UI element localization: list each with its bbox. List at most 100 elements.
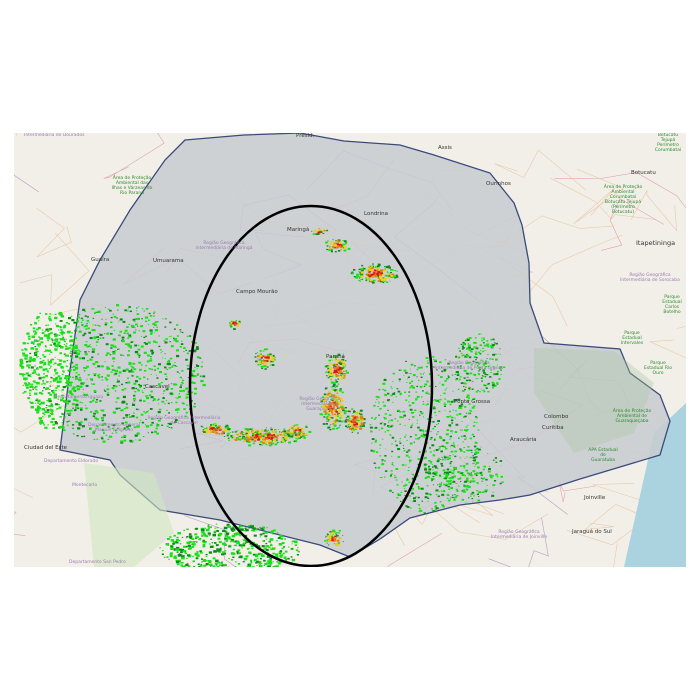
radar-echo (57, 398, 60, 400)
radar-echo (75, 421, 78, 423)
radar-echo (255, 353, 257, 355)
radar-echo (493, 368, 495, 370)
radar-echo (60, 399, 63, 402)
radar-echo (482, 363, 485, 365)
radar-echo (244, 555, 247, 557)
radar-echo (272, 561, 274, 563)
radar-echo (140, 336, 143, 337)
radar-echo (434, 502, 437, 504)
radar-echo (332, 370, 335, 373)
radar-echo (185, 537, 188, 539)
radar-echo (37, 343, 41, 346)
radar-echo (237, 540, 240, 542)
radar-echo (484, 373, 487, 376)
radar-echo (446, 483, 448, 485)
radar-echo (175, 540, 177, 542)
radar-echo (36, 350, 39, 353)
radar-map[interactable]: Intermediária de Dourados Maringá Londri… (14, 133, 686, 567)
radar-echo (329, 243, 332, 246)
radar-echo (181, 554, 183, 556)
radar-echo (387, 392, 390, 395)
radar-echo (84, 344, 88, 347)
radar-echo (304, 433, 308, 436)
radar-echo (231, 530, 233, 532)
radar-echo (490, 476, 493, 479)
radar-echo (338, 414, 341, 416)
radar-echo (265, 430, 268, 433)
radar-echo (221, 553, 224, 556)
radar-echo (259, 533, 263, 536)
radar-echo (236, 526, 240, 529)
radar-echo (340, 420, 344, 423)
radar-echo (43, 334, 48, 337)
radar-echo (454, 455, 457, 458)
road (387, 532, 443, 567)
radar-echo (459, 429, 462, 431)
radar-echo (253, 430, 256, 433)
radar-echo (94, 311, 97, 314)
radar-echo (399, 440, 401, 442)
radar-echo (78, 314, 81, 315)
radar-echo (336, 419, 338, 421)
radar-echo (30, 366, 34, 369)
radar-echo (466, 396, 469, 398)
radar-echo (340, 249, 342, 251)
radar-echo (327, 417, 331, 420)
radar-echo (469, 362, 471, 364)
radar-echo (248, 551, 251, 554)
radar-echo (199, 537, 202, 540)
radar-echo (293, 540, 298, 544)
radar-echo (336, 422, 338, 423)
radar-echo (433, 366, 435, 368)
radar-echo (359, 271, 362, 274)
radar-echo (179, 346, 182, 348)
radar-echo (342, 541, 344, 543)
radar-echo (254, 554, 259, 558)
radar-echo (329, 377, 333, 380)
radar-echo (278, 434, 281, 436)
radar-echo (61, 337, 65, 340)
radar-echo (337, 397, 339, 399)
radar-echo (410, 368, 412, 370)
radar-echo (334, 381, 337, 384)
radar-echo (368, 281, 371, 283)
radar-echo (338, 426, 340, 428)
radar-echo (465, 469, 468, 472)
radar-echo (262, 528, 264, 531)
radar-echo (272, 361, 274, 363)
radar-echo (334, 363, 337, 366)
radar-echo (383, 417, 385, 418)
radar-echo (227, 536, 231, 539)
radar-echo (435, 474, 438, 476)
radar-echo (85, 328, 88, 330)
radar-echo (63, 324, 67, 327)
radar-echo (351, 415, 354, 417)
radar-echo (24, 348, 27, 350)
radar-echo (472, 493, 474, 495)
radar-echo (49, 313, 52, 315)
city-ciudad-del-este: Ciudad del Este (24, 445, 67, 451)
radar-echo (184, 552, 188, 555)
radar-echo (156, 367, 160, 370)
radar-echo (477, 361, 480, 364)
radar-echo (472, 455, 474, 457)
radar-echo (258, 358, 262, 361)
label-dourados: Intermediária de Dourados (24, 133, 85, 138)
radar-echo (26, 342, 29, 345)
radar-echo (153, 331, 155, 333)
radar-echo (342, 366, 346, 369)
radar-echo (175, 548, 180, 551)
radar-echo (474, 346, 478, 349)
radar-echo (168, 367, 171, 369)
radar-echo (353, 412, 355, 414)
radar-echo (339, 368, 343, 371)
radar-echo (496, 476, 499, 478)
radar-echo (96, 411, 99, 414)
radar-echo (328, 390, 331, 393)
radar-echo (134, 380, 138, 383)
radar-echo (135, 323, 138, 326)
radar-echo (114, 385, 118, 388)
radar-echo (73, 369, 76, 371)
radar-echo (192, 555, 194, 557)
radar-echo (91, 329, 94, 331)
